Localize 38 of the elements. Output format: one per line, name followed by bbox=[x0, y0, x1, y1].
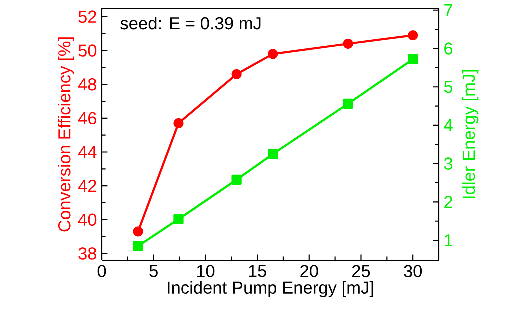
y-tick-label: 50 bbox=[78, 44, 97, 57]
x-tick-label: 20 bbox=[300, 264, 318, 278]
point bbox=[133, 240, 144, 252]
point bbox=[174, 214, 184, 224]
y-tick-label: 38 bbox=[78, 247, 97, 260]
x-axis-title: Incident Pump Energy [mJ] bbox=[168, 281, 374, 298]
y-tick-label: 46 bbox=[78, 112, 97, 124]
point bbox=[408, 30, 418, 40]
x-tick-label: 25 bbox=[352, 264, 370, 278]
y2-tick-label: 6 bbox=[444, 42, 453, 55]
point bbox=[232, 174, 242, 185]
point bbox=[174, 118, 184, 128]
x-tick-label: 10 bbox=[197, 264, 215, 278]
point bbox=[268, 48, 278, 59]
point bbox=[343, 98, 354, 109]
x-tick-label: 5 bbox=[150, 264, 158, 278]
x-tick-label: 0 bbox=[98, 264, 106, 278]
point bbox=[232, 69, 242, 80]
y2-axis-title: Idler Energy [mJ] bbox=[462, 70, 479, 198]
annotation: seed: E = 0.39 mJ bbox=[120, 16, 261, 30]
y2-tick-label: 4 bbox=[444, 119, 453, 132]
y-tick-label: 48 bbox=[78, 78, 97, 90]
y2-tick-label: 5 bbox=[444, 80, 453, 93]
x-tick-label: 15 bbox=[249, 264, 266, 278]
y-axis-title: Conversion Efficiency [%] bbox=[58, 37, 74, 232]
y-tick-label: 40 bbox=[78, 214, 97, 226]
y2-tick-label: 3 bbox=[444, 157, 453, 170]
point bbox=[268, 148, 278, 160]
y2-tick-label: 1 bbox=[445, 234, 453, 246]
y2-tick-label: 7 bbox=[444, 4, 452, 16]
point bbox=[408, 54, 418, 64]
point bbox=[133, 226, 144, 237]
y-tick-label: 42 bbox=[78, 180, 96, 192]
y-tick-label: 52 bbox=[78, 10, 96, 23]
point bbox=[343, 38, 354, 49]
y2-tick-label: 2 bbox=[444, 196, 452, 208]
y-tick-label: 44 bbox=[78, 146, 97, 158]
x-tick-label: 30 bbox=[404, 264, 422, 278]
